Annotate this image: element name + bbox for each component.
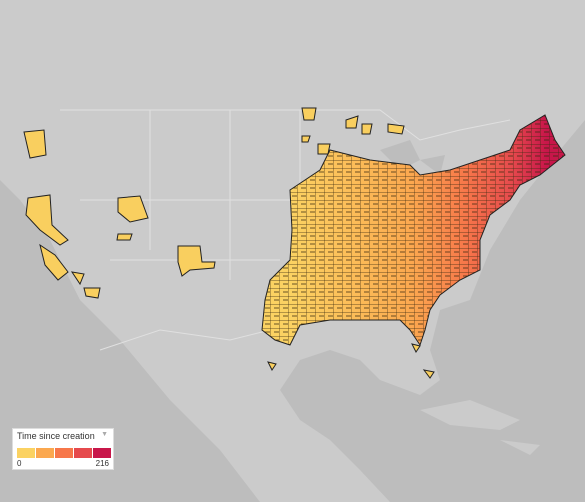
legend-dropdown[interactable]: ▼ xyxy=(101,431,108,438)
legend-title: Time since creation xyxy=(17,431,95,441)
legend-swatch xyxy=(74,448,92,458)
legend-min: 0 xyxy=(17,459,22,468)
legend-swatch xyxy=(55,448,73,458)
legend: Time since creation ▼ 0 216 xyxy=(12,428,114,470)
legend-swatch xyxy=(93,448,111,458)
legend-swatches xyxy=(17,448,111,458)
legend-max: 216 xyxy=(95,459,109,468)
county-regions xyxy=(23,107,566,379)
borders xyxy=(60,109,511,351)
legend-swatch xyxy=(17,448,35,458)
islands xyxy=(420,400,540,455)
legend-swatch xyxy=(36,448,54,458)
